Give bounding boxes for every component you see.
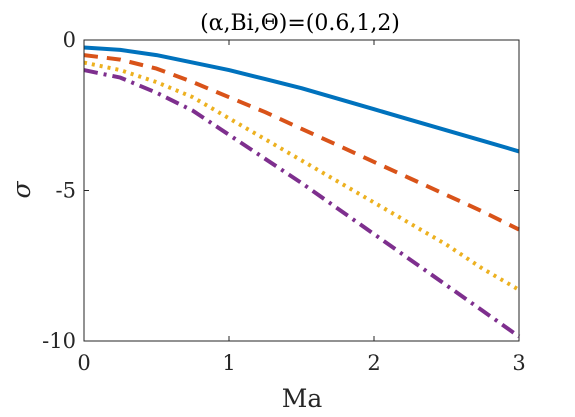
x-tick-label: 3 (512, 351, 525, 375)
series-line-4 (83, 68, 521, 339)
plot-lines (83, 45, 521, 339)
y-tick-label: -5 (56, 179, 76, 203)
x-tick-label: 1 (222, 351, 235, 375)
y-tick-label: 0 (63, 28, 76, 52)
x-tick-label: 0 (77, 351, 90, 375)
series-line-1 (83, 45, 520, 154)
x-axis-label: Ma (282, 384, 323, 413)
axes-box (83, 39, 520, 342)
y-axis-ticks: 0 -5 -10 (42, 28, 519, 353)
x-tick-label: 2 (367, 351, 380, 375)
series-line-2 (83, 53, 520, 232)
y-axis-label: σ (7, 181, 36, 199)
chart-title: (α,Bi,Θ)=(0.6,1,2) (200, 11, 400, 36)
y-tick-label: -10 (42, 329, 76, 353)
series-line-3 (83, 60, 521, 292)
x-axis-ticks: 0 1 2 3 (77, 40, 526, 375)
